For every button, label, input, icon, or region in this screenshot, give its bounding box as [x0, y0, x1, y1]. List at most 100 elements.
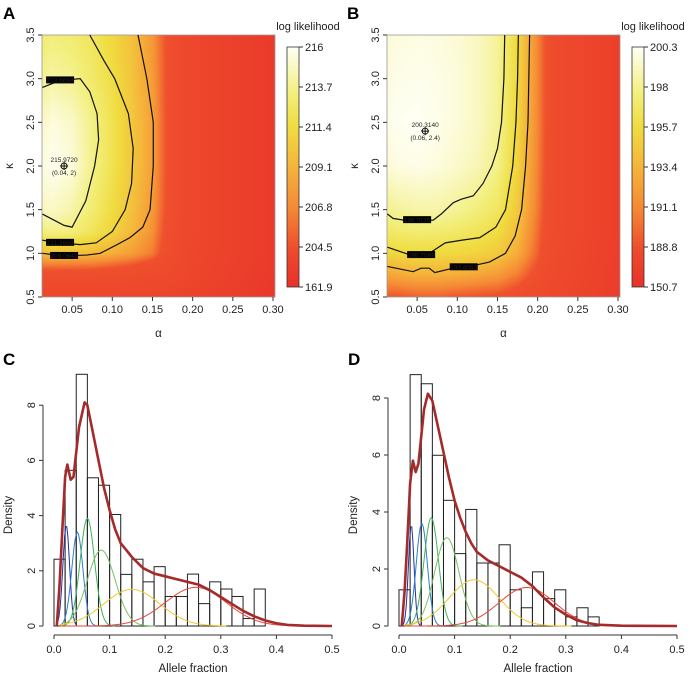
y-tick-label: 1.5 — [370, 202, 382, 217]
panel-letter-b: B — [347, 4, 359, 23]
x-axis-title: α — [500, 328, 507, 340]
colorbar-tick-label: 206.8 — [305, 202, 333, 214]
y-tick-label: 8 — [371, 395, 383, 401]
colorbar-frame — [286, 46, 300, 288]
histogram-bar — [175, 595, 188, 627]
contour-line — [387, 34, 531, 274]
component-density-curve — [59, 531, 97, 627]
y-tick-label: 0 — [26, 623, 38, 629]
histogram-bar — [120, 573, 133, 627]
y-tick-label: 2.0 — [25, 158, 37, 173]
panel-letter-c: C — [3, 350, 15, 369]
x-axis-title: Allele fraction — [503, 663, 572, 675]
colorbar-tick-label: 195.7 — [650, 122, 678, 134]
colorbar-tick-label: 216 — [305, 42, 323, 54]
colorbar-tick-label: 204.5 — [305, 242, 333, 254]
x-tick-label: 0.4 — [269, 644, 284, 656]
histogram-bar — [409, 374, 422, 627]
contour-label: 209.0643 — [51, 253, 78, 260]
colorbar-tick-label: 161.9 — [305, 282, 333, 294]
histogram-bar — [476, 562, 489, 627]
component-density-curve — [404, 516, 463, 627]
histogram-bar — [431, 454, 444, 627]
x-tick-label: 0.20 — [527, 304, 548, 316]
component-density-curve — [404, 537, 501, 627]
x-tick-label: 0.25 — [222, 304, 243, 316]
histogram-bar — [142, 581, 155, 627]
x-tick-label: 0.15 — [142, 304, 163, 316]
maximum-value-label: 200.3140 — [412, 122, 439, 129]
y-axis-title: Density — [348, 496, 360, 535]
contour-label: 198.0115 — [404, 217, 431, 224]
histogram-bar — [253, 588, 266, 627]
y-tick-label: 8 — [26, 402, 38, 408]
contour-label: 195.7089 — [408, 252, 435, 259]
colorbar-tick-label: 150.7 — [650, 282, 678, 294]
y-tick-label: 4 — [371, 509, 383, 515]
contour-label-bg — [50, 251, 79, 259]
colorbar-tick-label: 200.3 — [650, 42, 678, 54]
y-tick-label: 3.0 — [25, 71, 37, 86]
colorbar-b — [632, 47, 644, 287]
contour-label-bg — [407, 251, 436, 259]
colorbar-tick-label: 188.8 — [650, 242, 678, 254]
maximum-crosshair-icon — [60, 162, 69, 170]
contour-label: 211.3669 — [47, 240, 74, 247]
colorbar-title: log likelihood — [276, 21, 340, 33]
contour-line — [42, 34, 154, 257]
y-tick-label: 2.5 — [370, 115, 382, 130]
y-tick-label: 2 — [371, 566, 383, 572]
contour-line — [42, 34, 134, 246]
histogram-bar — [465, 508, 478, 627]
component-density-curve — [59, 549, 156, 627]
x-tick-label: 0.2 — [158, 644, 173, 656]
component-density-curve — [404, 579, 572, 627]
y-tick-label: 1.5 — [25, 202, 37, 217]
y-tick-label: 6 — [26, 457, 38, 463]
x-tick-label: 0.1 — [447, 644, 462, 656]
maximum-crosshair-icon — [421, 127, 430, 136]
contour-label-bg — [46, 76, 75, 84]
contour-label: 193.4063 — [450, 265, 477, 272]
x-axis-title: Allele fraction — [158, 663, 227, 675]
y-tick-label: 1.0 — [25, 246, 37, 261]
x-tick-label: 0.0 — [46, 644, 61, 656]
histogram-bar — [186, 573, 200, 627]
colorbar-tick-label: 193.4 — [650, 162, 678, 174]
contour-label-bg — [403, 216, 432, 224]
colorbar-tick-label: 213.7 — [305, 82, 333, 94]
histogram-bar — [242, 618, 255, 627]
histogram-bar — [198, 603, 211, 627]
x-tick-label: 0.05 — [406, 304, 427, 316]
x-tick-label: 0.25 — [567, 304, 588, 316]
colorbar-frame — [631, 46, 645, 288]
y-tick-label: 3.0 — [370, 71, 382, 86]
colorbar-tick-label: 211.4 — [305, 122, 332, 134]
maximum-coord-label: (0.06, 2.4) — [410, 135, 440, 142]
component-density-curve — [59, 517, 116, 627]
y-axis-title: κ — [349, 163, 361, 169]
contour-line — [387, 34, 506, 222]
contour-label: 213.6694 — [47, 78, 74, 85]
y-tick-label: 2.5 — [25, 115, 37, 130]
y-tick-label: 0 — [371, 623, 383, 629]
histogram-bar — [131, 558, 144, 627]
colorbar-tick-label: 198 — [650, 82, 668, 94]
colorbar-tick-label: 209.1 — [305, 162, 333, 174]
histogram-bar — [587, 616, 600, 627]
colorbar-a — [287, 47, 299, 287]
x-tick-label: 0.30 — [262, 304, 283, 316]
histogram-bar — [209, 581, 222, 627]
x-tick-label: 0.10 — [447, 304, 468, 316]
y-tick-label: 4 — [26, 513, 38, 519]
histogram-bar — [86, 477, 99, 627]
x-tick-label: 0.5 — [324, 644, 339, 656]
histogram-bar — [509, 589, 522, 627]
y-axis-title: κ — [4, 163, 16, 169]
y-tick-label: 2 — [26, 568, 38, 574]
histogram-bar — [109, 513, 122, 627]
y-tick-label: 3.5 — [25, 27, 37, 42]
x-tick-label: 0.5 — [669, 644, 684, 656]
x-axis-title: α — [155, 328, 162, 340]
histogram-bar — [498, 544, 511, 627]
